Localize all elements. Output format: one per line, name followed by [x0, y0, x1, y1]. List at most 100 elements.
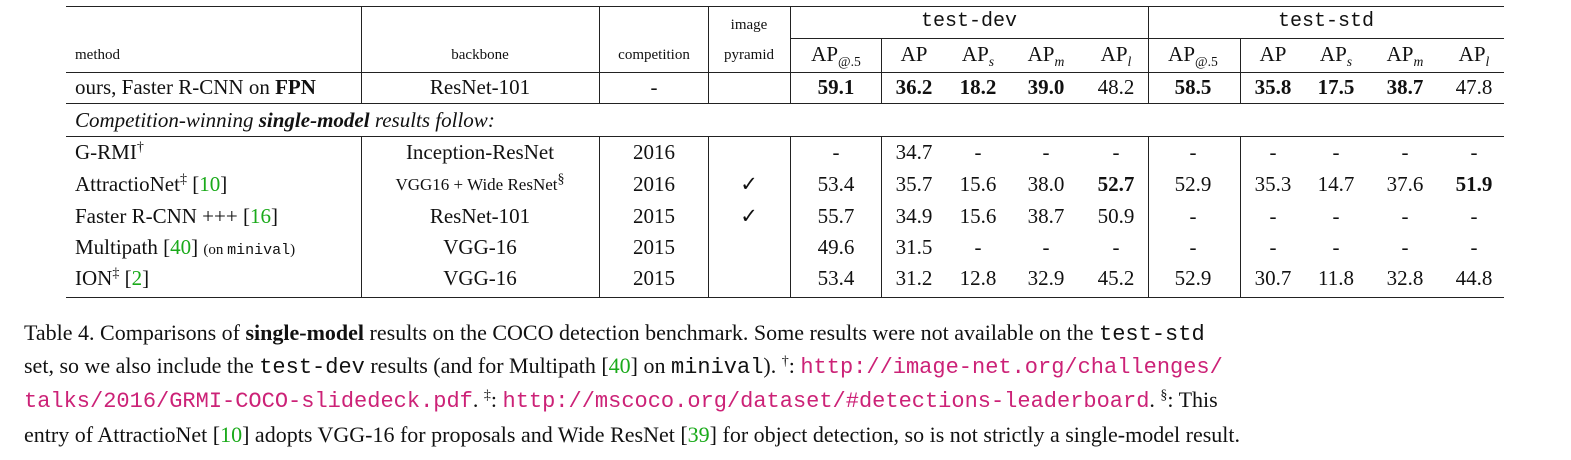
header-test-dev: test-dev	[920, 10, 1018, 33]
cell-value: 30.7	[1254, 266, 1292, 290]
cell-value: 35.3	[1254, 172, 1292, 196]
row-method: AttractioNet‡ [10]	[75, 172, 228, 196]
ours-std-0: 58.5	[1174, 75, 1212, 99]
row-method: Faster R-CNN +++ [16]	[75, 204, 278, 228]
cell-value: 32.8	[1386, 266, 1424, 290]
cell-value: -	[1401, 204, 1409, 228]
ours-dev-3: 39.0	[1027, 75, 1065, 99]
cell-value: -	[1332, 204, 1340, 228]
cell-value: 52.7	[1097, 172, 1135, 196]
header-dev-apl: APl	[1100, 42, 1132, 70]
cell-value: 32.9	[1027, 266, 1065, 290]
cell-value: -	[1269, 140, 1277, 164]
cell-value: 37.6	[1386, 172, 1424, 196]
cell-value: -	[1332, 235, 1340, 259]
cell-value: -	[1269, 204, 1277, 228]
cell-value: 35.7	[895, 172, 933, 196]
row-backbone: Inception-ResNet	[405, 140, 555, 164]
cell-value: 45.2	[1097, 266, 1135, 290]
row-competition: 2015	[633, 204, 675, 228]
cell-value: -	[1112, 140, 1120, 164]
header-image: image	[730, 17, 768, 33]
citation-link[interactable]: 10	[220, 421, 243, 447]
row-backbone: ResNet-101	[429, 204, 531, 228]
row-competition: 2015	[633, 266, 675, 290]
ours-std-3: 38.7	[1386, 75, 1424, 99]
cell-value: -	[1189, 140, 1197, 164]
mscoco-url-link[interactable]: http://mscoco.org/dataset/#detections-le…	[502, 389, 1150, 414]
cell-value: 34.7	[895, 140, 933, 164]
cell-value: -	[1470, 235, 1478, 259]
cell-value: 34.9	[895, 204, 933, 228]
table-caption: Table 4. Comparisons of single-model res…	[24, 318, 1544, 450]
header-backbone: backbone	[451, 47, 509, 63]
grmi-url-link-cont[interactable]: talks/2016/GRMI-COCO-slidedeck.pdf	[24, 389, 473, 414]
grmi-url-link[interactable]: http://image-net.org/challenges/	[800, 354, 1223, 380]
ours-dev-4: 48.2	[1097, 75, 1135, 99]
header-std-apm: APm	[1386, 42, 1424, 70]
section-rule	[66, 136, 1504, 137]
cell-value: 53.4	[817, 266, 855, 290]
cell-value: 44.8	[1455, 266, 1493, 290]
section-heading: Competition-winning single-model results…	[75, 108, 495, 132]
cell-value: -	[1189, 204, 1197, 228]
header-pyramid: pyramid	[724, 47, 774, 63]
header-std-ap05: AP@.5	[1168, 42, 1218, 70]
cell-value: -	[1470, 204, 1478, 228]
cell-value: -	[974, 235, 982, 259]
header-rule	[66, 72, 1504, 73]
caption-line: talks/2016/GRMI-COCO-slidedeck.pdf. ‡: h…	[24, 387, 1218, 414]
cell-value: -	[832, 140, 840, 164]
cell-value: 49.6	[817, 235, 855, 259]
ours-std-1: 35.8	[1254, 75, 1292, 99]
header-std-aps: APs	[1319, 42, 1353, 70]
cell-value: 31.5	[895, 235, 933, 259]
header-dev-ap: AP	[900, 42, 928, 66]
ours-dev-0: 59.1	[817, 75, 855, 99]
citation-link[interactable]: 39	[687, 421, 710, 447]
row-backbone: VGG16 + Wide ResNet§	[395, 172, 565, 194]
caption-line: entry of AttractioNet [10] adopts VGG-16…	[24, 421, 1240, 447]
row-method: Multipath [40] (on minival)	[75, 235, 296, 259]
row-backbone: VGG-16	[443, 266, 517, 290]
cell-value: -	[1332, 140, 1340, 164]
cell-value: 14.7	[1317, 172, 1355, 196]
cell-value: 38.0	[1027, 172, 1065, 196]
caption-line: set, so we also include the test-dev res…	[24, 352, 1223, 380]
cell-value: 15.6	[959, 204, 997, 228]
cell-value: -	[1189, 235, 1197, 259]
ours-backbone: ResNet-101	[429, 75, 531, 99]
cell-value: 52.9	[1174, 172, 1212, 196]
cell-value: -	[1401, 140, 1409, 164]
row-method: ION‡ [2]	[75, 266, 150, 290]
cell-value: 15.6	[959, 172, 997, 196]
caption-line: Table 4. Comparisons of single-model res…	[24, 320, 1205, 347]
ours-dev-2: 18.2	[959, 75, 997, 99]
cell-value: -	[1042, 140, 1050, 164]
cell-value: -	[1112, 235, 1120, 259]
ours-competition: -	[650, 75, 658, 99]
row-competition: 2015	[633, 235, 675, 259]
citation-link[interactable]: 40	[608, 352, 631, 378]
cell-value: 52.9	[1174, 266, 1212, 290]
row-competition: 2016	[633, 172, 675, 196]
cell-value: -	[1042, 235, 1050, 259]
header-competition: competition	[618, 47, 690, 63]
cell-value: 12.8	[959, 266, 997, 290]
cell-value: -	[1470, 140, 1478, 164]
top-rule	[66, 6, 1504, 7]
header-std-ap: AP	[1259, 42, 1287, 66]
row-competition: 2016	[633, 140, 675, 164]
header-method: method	[75, 47, 120, 63]
ours-rule	[66, 103, 1504, 104]
row-method: G-RMI†	[75, 140, 144, 164]
group-rule	[790, 38, 1504, 39]
row-backbone: VGG-16	[443, 235, 517, 259]
cell-value: 11.8	[1318, 266, 1354, 290]
cell-value: -	[1269, 235, 1277, 259]
check-icon: ✓	[740, 204, 758, 228]
header-dev-apm: APm	[1027, 42, 1065, 70]
ours-method: ours, Faster R-CNN on FPN	[75, 75, 316, 99]
bottom-rule	[66, 297, 1504, 298]
cell-value: -	[1401, 235, 1409, 259]
